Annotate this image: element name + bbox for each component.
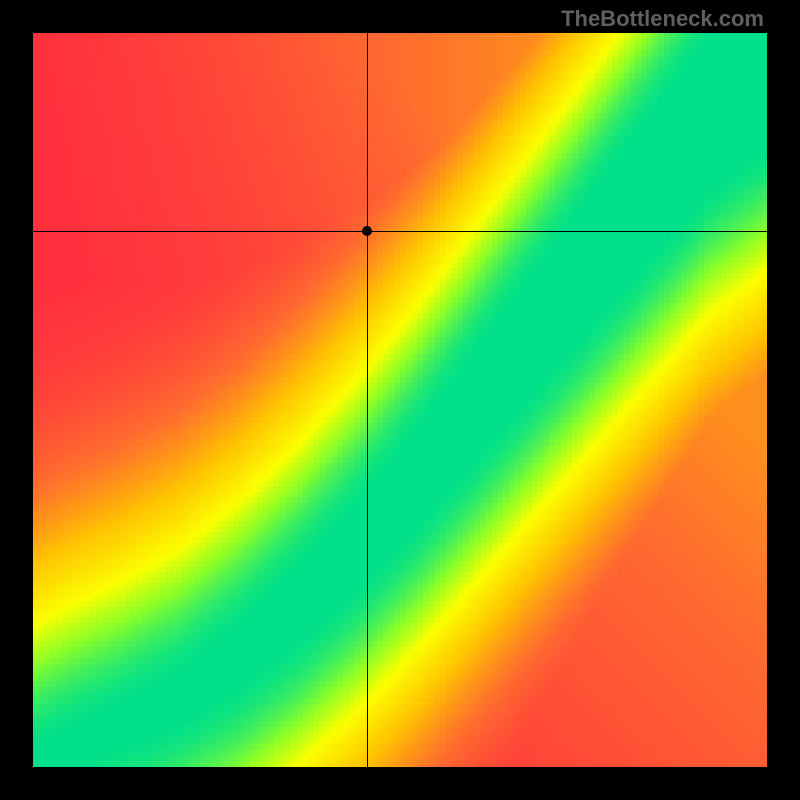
marker-dot (362, 226, 372, 236)
bottleneck-heatmap (33, 33, 767, 767)
crosshair-horizontal (0, 231, 800, 232)
watermark-text: TheBottleneck.com (561, 6, 764, 32)
crosshair-vertical (367, 33, 368, 767)
